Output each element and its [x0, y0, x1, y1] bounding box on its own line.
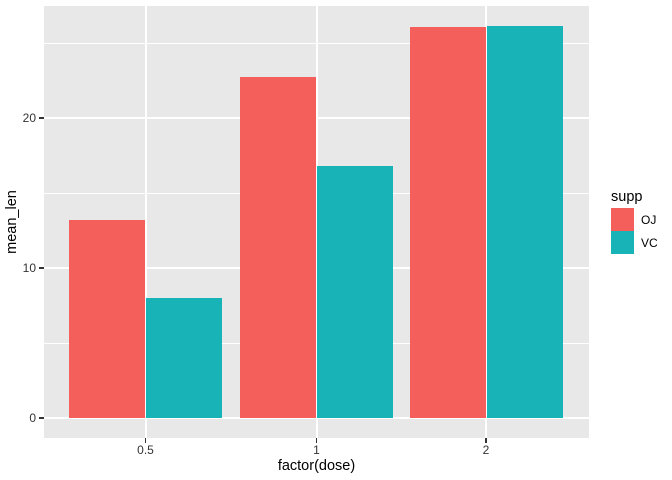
legend-item-OJ: OJ: [611, 208, 658, 231]
bar-OJ-2: [409, 27, 486, 418]
x-axis-title: factor(dose): [277, 458, 356, 474]
legend: supp OJ VC: [611, 189, 658, 254]
legend-title: supp: [611, 189, 643, 205]
bar-VC-0.5: [146, 298, 222, 418]
legend-label-VC: VC: [641, 235, 658, 250]
x-tick-label-2: 2: [482, 443, 490, 457]
bar-VC-2: [486, 26, 563, 418]
gridline-major-x-1: [315, 6, 318, 438]
plot-panel: [44, 6, 589, 438]
legend-swatch-OJ: [611, 208, 634, 231]
y-tick-label-10: 10: [22, 261, 36, 275]
legend-swatch-VC: [611, 231, 634, 254]
x-tick-label-1: 1: [313, 443, 320, 457]
y-tick-label-0: 0: [29, 411, 36, 425]
bar-OJ-1: [240, 77, 316, 418]
y-tick-mark-0: [39, 417, 44, 419]
y-tick-mark-20: [39, 117, 44, 119]
x-tick-mark-0.5: [144, 438, 147, 443]
y-tick-mark-10: [39, 267, 44, 269]
legend-item-VC: VC: [611, 231, 658, 254]
bar-VC-1: [317, 166, 393, 418]
y-tick-label-20: 20: [22, 111, 36, 125]
x-tick-label-0.5: 0.5: [137, 443, 154, 457]
x-tick-mark-2: [485, 438, 487, 443]
legend-label-OJ: OJ: [641, 212, 657, 227]
x-tick-mark-1: [315, 438, 318, 443]
gridline-major-x-0.5: [144, 6, 147, 438]
bar-OJ-0.5: [69, 220, 145, 418]
y-axis-title: mean_len: [4, 190, 20, 254]
gridline-major-x-2: [485, 6, 487, 438]
